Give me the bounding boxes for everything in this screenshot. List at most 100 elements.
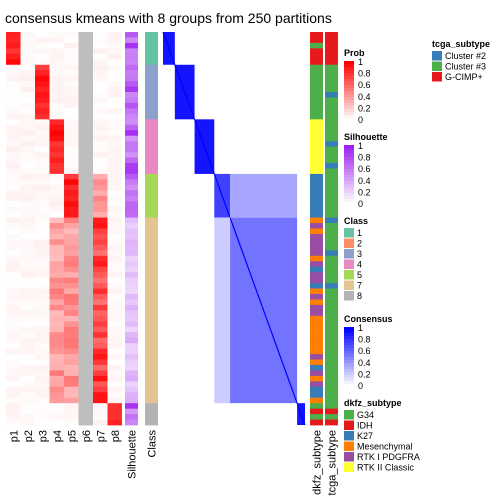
tcga-subtype-cell <box>325 212 338 218</box>
class-cell <box>145 408 158 415</box>
prob-legend-swatch <box>344 79 354 83</box>
prob-cell <box>20 173 35 180</box>
prob-cell <box>78 304 93 311</box>
prob-cell <box>20 146 35 153</box>
class-legend-label: 2 <box>357 239 362 249</box>
consensus-legend-swatch <box>344 360 354 364</box>
dkfz-subtype-cell <box>310 337 323 344</box>
prob-cell <box>6 53 21 60</box>
class-cell <box>145 223 158 229</box>
column-label: tcga_subtype <box>327 430 339 495</box>
prob-cell <box>20 408 35 415</box>
prob-cell <box>35 48 50 55</box>
prob-cell <box>49 201 64 208</box>
prob-cell <box>6 48 21 55</box>
silhouette-cell <box>125 375 138 382</box>
prob-cell <box>49 146 64 153</box>
silhouette-cell <box>125 228 138 235</box>
prob-cell <box>35 97 50 104</box>
prob-cell <box>35 283 50 289</box>
class-cell <box>145 272 158 279</box>
prob-cell <box>20 266 35 273</box>
silhouette-cell <box>125 288 138 295</box>
tcga-subtype-cell <box>325 184 338 191</box>
prob-cell <box>64 217 79 224</box>
prob-cell <box>93 239 108 246</box>
dkfz-subtype-cell <box>310 81 323 87</box>
prob-cell <box>64 288 79 295</box>
prob-cell <box>6 343 21 349</box>
prob-cell <box>20 163 35 169</box>
prob-cell <box>35 141 50 148</box>
tcga-subtype-cell <box>325 190 338 197</box>
prob-cell <box>93 244 108 251</box>
consensus-legend-swatch <box>344 327 354 331</box>
silhouette-cell <box>125 173 138 180</box>
prob-cell <box>35 179 50 186</box>
prob-cell <box>78 288 93 295</box>
prob-cell <box>93 364 108 371</box>
dkfz-subtype-cell <box>310 37 323 44</box>
prob-cell <box>20 397 35 404</box>
prob-cell <box>78 228 93 235</box>
prob-cell <box>107 32 122 38</box>
prob-cell <box>93 195 108 202</box>
prob-cell <box>64 397 79 404</box>
prob-cell <box>93 86 108 93</box>
silhouette-cell <box>125 135 138 142</box>
prob-cell <box>107 152 122 158</box>
prob-cell <box>93 163 108 169</box>
silhouette-legend-tick: 1 <box>358 141 363 151</box>
prob-cell <box>64 184 79 191</box>
prob-cell <box>49 92 64 98</box>
dkfz-subtype-cell <box>310 364 323 371</box>
prob-cell <box>107 163 122 169</box>
dkfz-subtype-cell <box>310 173 323 180</box>
consensus-legend-swatch <box>344 345 354 349</box>
prob-cell <box>93 92 108 98</box>
class-cell <box>145 315 158 322</box>
class-cell <box>145 321 158 328</box>
class-legend-label: 3 <box>357 249 362 259</box>
prob-cell <box>35 354 50 360</box>
class-legend-swatch <box>344 280 354 290</box>
class-cell <box>145 37 158 44</box>
prob-cell <box>6 92 21 98</box>
dkfz-subtype-cell <box>310 152 323 158</box>
prob-cell <box>78 283 93 289</box>
prob-cell <box>6 332 21 339</box>
prob-cell <box>35 190 50 197</box>
prob-cell <box>64 64 79 71</box>
silhouette-legend-swatch <box>344 154 354 158</box>
dkfz-subtype-cell <box>310 97 323 104</box>
prob-cell <box>64 212 79 218</box>
prob-cell <box>93 283 108 289</box>
prob-cell <box>78 163 93 169</box>
dkfz-subtype-cell <box>310 206 323 213</box>
prob-cell <box>107 146 122 153</box>
prob-cell <box>78 190 93 197</box>
prob-cell <box>93 233 108 240</box>
tcga-subtype-cell <box>325 141 338 148</box>
silhouette-cell <box>125 266 138 273</box>
prob-cell <box>6 419 21 426</box>
silhouette-legend-tick: 0.8 <box>358 153 371 163</box>
prob-cell <box>93 299 108 306</box>
prob-cell <box>6 397 21 404</box>
prob-legend-swatch <box>344 73 354 77</box>
silhouette-legend-swatch <box>344 193 354 197</box>
prob-cell <box>49 408 64 415</box>
class-legend-label: 4 <box>357 260 362 270</box>
prob-cell <box>93 288 108 295</box>
prob-cell <box>20 184 35 191</box>
prob-cell <box>78 217 93 224</box>
prob-cell <box>64 414 79 420</box>
prob-cell <box>20 288 35 295</box>
prob-cell <box>49 70 64 77</box>
dkfz-subtype-cell <box>310 408 323 415</box>
prob-cell <box>78 392 93 399</box>
prob-cell <box>78 152 93 158</box>
prob-cell <box>78 184 93 191</box>
prob-cell <box>20 332 35 339</box>
prob-cell <box>64 146 79 153</box>
